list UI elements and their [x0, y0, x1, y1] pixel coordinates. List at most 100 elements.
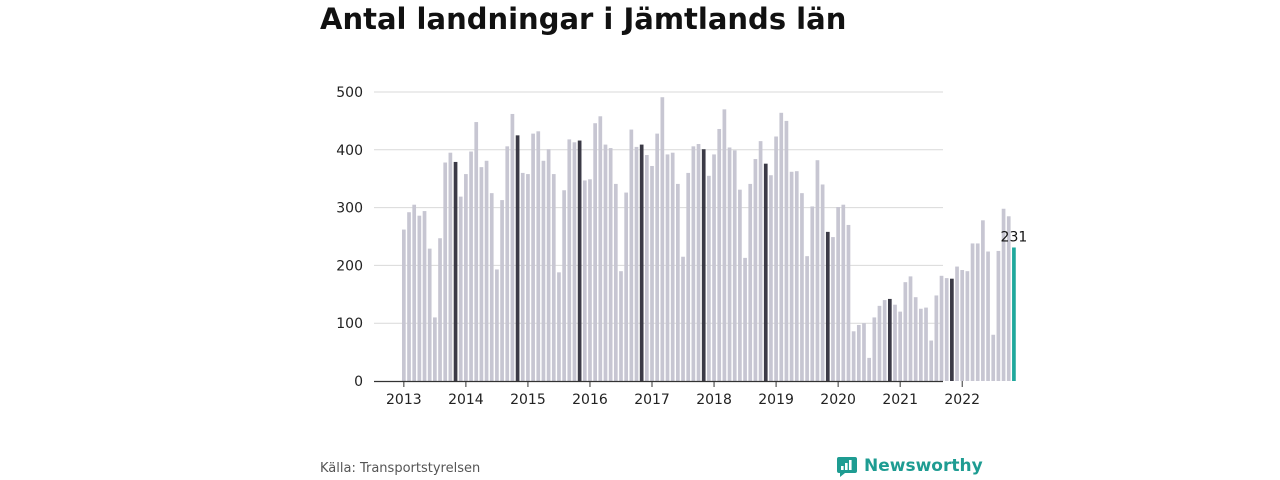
bar [608, 148, 613, 381]
x-tick-label: 2014 [448, 392, 484, 408]
bar [660, 97, 665, 382]
bar [887, 298, 892, 381]
bar [536, 131, 541, 381]
bar [644, 155, 649, 381]
bar [727, 147, 732, 381]
newsworthy-logo-icon [837, 457, 857, 477]
bar [438, 238, 442, 381]
bar [986, 251, 990, 381]
bar [784, 120, 789, 382]
x-tick-label: 2022 [944, 392, 980, 408]
bar [412, 204, 417, 381]
bar [427, 248, 432, 381]
bar [634, 146, 639, 381]
bar [464, 174, 468, 381]
x-tick-label: 2016 [572, 392, 608, 408]
bar [841, 204, 846, 381]
bar [665, 154, 670, 381]
bar [655, 133, 660, 381]
y-tick-label: 0 [354, 374, 363, 390]
bar [856, 324, 861, 381]
bar [572, 142, 577, 381]
grid-lines: 0 100 200 300 400 500 [336, 85, 943, 390]
bar [794, 171, 799, 381]
brand-name: Newsworthy [864, 456, 983, 476]
bar [551, 174, 556, 381]
bar [815, 160, 820, 381]
bar [526, 174, 530, 381]
bar [696, 144, 701, 381]
bar [769, 175, 773, 381]
bar [515, 135, 520, 381]
bar [484, 160, 489, 381]
bar [743, 257, 747, 381]
bar [722, 109, 727, 381]
data-label: 231 [1001, 229, 1028, 245]
bar [443, 162, 448, 381]
bar [691, 146, 696, 381]
bar [407, 212, 411, 381]
bar [970, 243, 975, 381]
bar [469, 151, 473, 381]
axes: 2013 2014 2015 2016 2017 2018 2019 2020 2021 2022 [374, 380, 980, 408]
bar [950, 278, 954, 381]
bar [567, 139, 572, 381]
bar [670, 152, 675, 381]
bar [908, 276, 913, 381]
bar [531, 133, 535, 381]
x-tick-label: 2019 [758, 392, 794, 408]
x-tick-label: 2020 [820, 392, 856, 408]
x-tick-label: 2013 [386, 392, 422, 408]
bar [810, 206, 815, 381]
bar [495, 269, 499, 381]
bar [712, 154, 716, 381]
bar [805, 256, 809, 381]
bar [960, 270, 965, 381]
bar [867, 357, 871, 381]
bar [603, 144, 608, 381]
bar [624, 192, 629, 381]
bar [919, 308, 923, 381]
bar [825, 231, 830, 381]
bar [929, 340, 934, 381]
bar [577, 140, 582, 381]
bar [707, 175, 711, 381]
x-tick-label: 2017 [634, 392, 670, 408]
x-tick-label: 2018 [696, 392, 732, 408]
bar [557, 272, 561, 381]
bars [402, 97, 1016, 382]
bar [505, 146, 510, 381]
x-tick-label: 2021 [882, 392, 918, 408]
bar [650, 165, 654, 381]
bar [846, 224, 851, 381]
bar [831, 237, 835, 381]
bar [789, 171, 794, 381]
bar [800, 193, 804, 381]
bar [944, 278, 949, 381]
chart-title: Antal landningar i Jämtlands län [320, 2, 847, 36]
bar [1001, 208, 1006, 381]
bar [676, 183, 680, 381]
bar [732, 150, 737, 381]
bar [996, 250, 1001, 381]
data-labels: 231 [1001, 229, 1028, 245]
bar [877, 305, 882, 381]
bar [872, 317, 877, 381]
bar [779, 112, 784, 382]
bar [448, 152, 453, 381]
bar [619, 271, 623, 381]
bar [991, 334, 996, 381]
y-tick-label: 500 [336, 85, 363, 101]
bar [717, 128, 722, 381]
bar [898, 311, 903, 381]
bar [541, 160, 546, 381]
bar [489, 193, 494, 381]
bar [939, 275, 944, 381]
bar [934, 295, 939, 381]
bar [975, 243, 980, 381]
bar [701, 149, 706, 381]
bar [474, 122, 479, 381]
brand-logo[interactable]: Newsworthy [836, 455, 983, 477]
bar [588, 179, 592, 381]
